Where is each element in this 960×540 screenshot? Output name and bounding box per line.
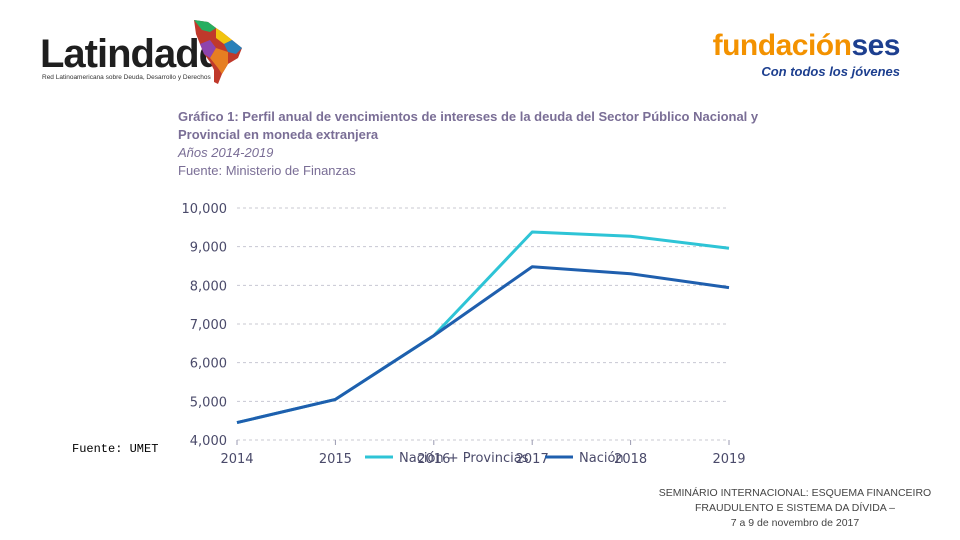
legend-label: Nación + Provincias [399,451,529,466]
latindadd-wordmark: Latindadd [40,32,223,76]
x-tick-label: 2018 [614,452,647,467]
side-source-note: Fuente: UMET [72,442,159,456]
chart-title-line1: Gráfico 1: Perfil anual de vencimientos … [178,109,759,124]
latin-america-map-icon [194,20,242,84]
x-tick-label: 2015 [319,452,352,467]
y-tick-label: 10,000 [182,202,228,217]
footer-line1: SEMINÁRIO INTERNACIONAL: ESQUEMA FINANCE… [658,487,932,499]
x-tick-label: 2017 [516,452,549,467]
series-line [236,230,730,425]
ses-word: ses [851,29,900,62]
footer-line2: FRAUDULENTO E SISTEMA DA DÍVIDA – [695,502,895,514]
x-tick-label: 2016 [417,452,450,467]
y-tick-label: 8,000 [190,279,227,294]
footer-line3: 7 a 9 de novembro de 2017 [730,517,860,529]
y-tick-label: 6,000 [190,357,227,372]
x-tick-label: 2014 [220,452,253,467]
y-tick-label: 5,000 [190,395,227,410]
chart-legend: Nación + Provincias Nación [365,451,624,466]
series-line [236,265,730,425]
x-tick-label: 2019 [712,452,745,467]
fundacion-word: fundación [712,29,852,62]
chart-title-line2: Provincial en moneda extranjera [178,127,379,142]
x-axis-ticks: 2014 2015 2016 2017 2018 2019 [220,440,746,467]
chart-source: Fuente: Ministerio de Finanzas [178,163,356,178]
latindadd-logo: Latindadd Red Latinoamericana sobre Deud… [40,18,250,88]
legend-label: Nación [579,451,624,466]
y-tick-label: 7,000 [190,318,227,333]
y-tick-label: 9,000 [190,241,227,256]
fundacion-ses-logo: fundaciónses Con todos los jóvenes [712,29,901,80]
fundacion-ses-tagline: Con todos los jóvenes [761,64,900,79]
fundacion-ses-wordmark: fundaciónses [712,29,901,62]
chart-header: Gráfico 1: Perfil anual de vencimientos … [178,108,818,180]
latindadd-subtitle: Red Latinoamericana sobre Deuda, Desarro… [42,74,211,81]
y-tick-label: 4,000 [190,434,227,449]
chart-years: Años 2014-2019 [178,145,274,160]
seminar-footer: SEMINÁRIO INTERNACIONAL: ESQUEMA FINANCE… [650,486,940,531]
y-axis-ticks: 4,000 5,000 6,000 7,000 8,000 9,000 10,000 [182,202,228,449]
chart-series [236,230,730,425]
